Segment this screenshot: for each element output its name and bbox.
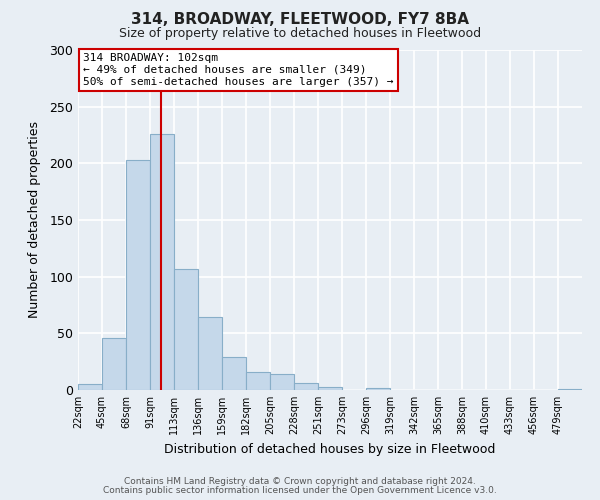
Text: Contains public sector information licensed under the Open Government Licence v3: Contains public sector information licen… <box>103 486 497 495</box>
Bar <box>102 338 126 390</box>
Bar <box>150 134 174 390</box>
Bar <box>222 357 246 390</box>
Text: Contains HM Land Registry data © Crown copyright and database right 2024.: Contains HM Land Registry data © Crown c… <box>124 477 476 486</box>
Bar <box>78 384 102 390</box>
Bar <box>294 383 318 390</box>
Text: 314, BROADWAY, FLEETWOOD, FY7 8BA: 314, BROADWAY, FLEETWOOD, FY7 8BA <box>131 12 469 28</box>
Bar <box>246 372 270 390</box>
X-axis label: Distribution of detached houses by size in Fleetwood: Distribution of detached houses by size … <box>164 442 496 456</box>
Bar <box>270 374 294 390</box>
Bar <box>366 388 390 390</box>
Bar <box>558 389 582 390</box>
Bar <box>198 318 222 390</box>
Y-axis label: Number of detached properties: Number of detached properties <box>28 122 41 318</box>
Text: Size of property relative to detached houses in Fleetwood: Size of property relative to detached ho… <box>119 28 481 40</box>
Text: 314 BROADWAY: 102sqm
← 49% of detached houses are smaller (349)
50% of semi-deta: 314 BROADWAY: 102sqm ← 49% of detached h… <box>83 54 394 86</box>
Bar <box>126 160 150 390</box>
Bar <box>318 386 342 390</box>
Bar <box>174 268 198 390</box>
